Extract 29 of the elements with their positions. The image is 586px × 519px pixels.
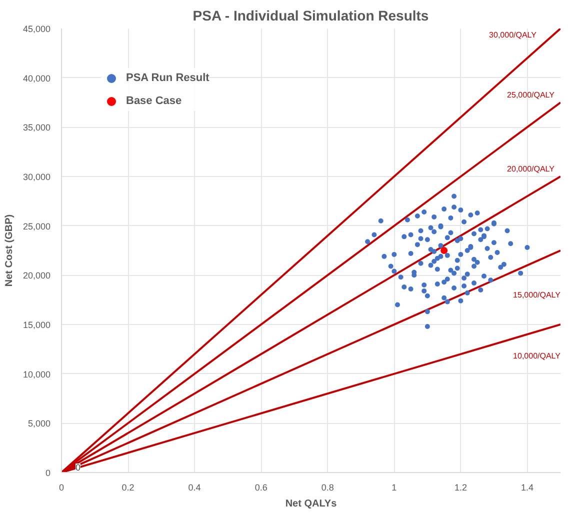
x-tick-label: 1	[392, 482, 397, 492]
y-tick-label: 15,000	[22, 320, 51, 330]
y-tick-label: 20,000	[22, 270, 51, 281]
x-tick-label: 0.6	[254, 482, 268, 492]
y-axis-title: Net Cost (GBP)	[4, 214, 15, 287]
x-tick-label: 1.4	[520, 482, 534, 492]
y-tick-label: 35,000	[22, 122, 51, 133]
y-tick-label: 25,000	[22, 221, 51, 232]
y-tick-label: 45,000	[22, 24, 51, 34]
chart-title: PSA - Individual Simulation Results	[192, 8, 429, 24]
y-tick-label: 10,000	[22, 369, 51, 380]
annotation: 0	[76, 462, 81, 472]
x-tick-label: 0.8	[321, 482, 334, 492]
y-tick-label: 5,000	[28, 418, 51, 429]
y-tick-label: 0	[45, 468, 51, 478]
x-tick-label: 0.2	[122, 482, 134, 492]
series-label: 20,000/QALY	[507, 164, 556, 174]
series-label: 25,000/QALY	[507, 90, 556, 100]
y-tick-label: 40,000	[22, 73, 51, 84]
x-axis-title: Net QALYs	[285, 498, 338, 510]
series-label: 10,000/QALY	[513, 352, 562, 360]
x-tick-label: 0.4	[188, 482, 201, 492]
text: 15,000/QALY	[513, 290, 562, 300]
legend-label: Base Case	[126, 95, 182, 107]
series-label: 30,000/QALY	[489, 30, 538, 40]
x-tick-label: 0	[58, 482, 64, 492]
legend-label: PSA Run Result	[126, 72, 210, 84]
x-tick-label: 1.2	[454, 482, 467, 492]
y-tick-label: 30,000	[22, 172, 51, 182]
